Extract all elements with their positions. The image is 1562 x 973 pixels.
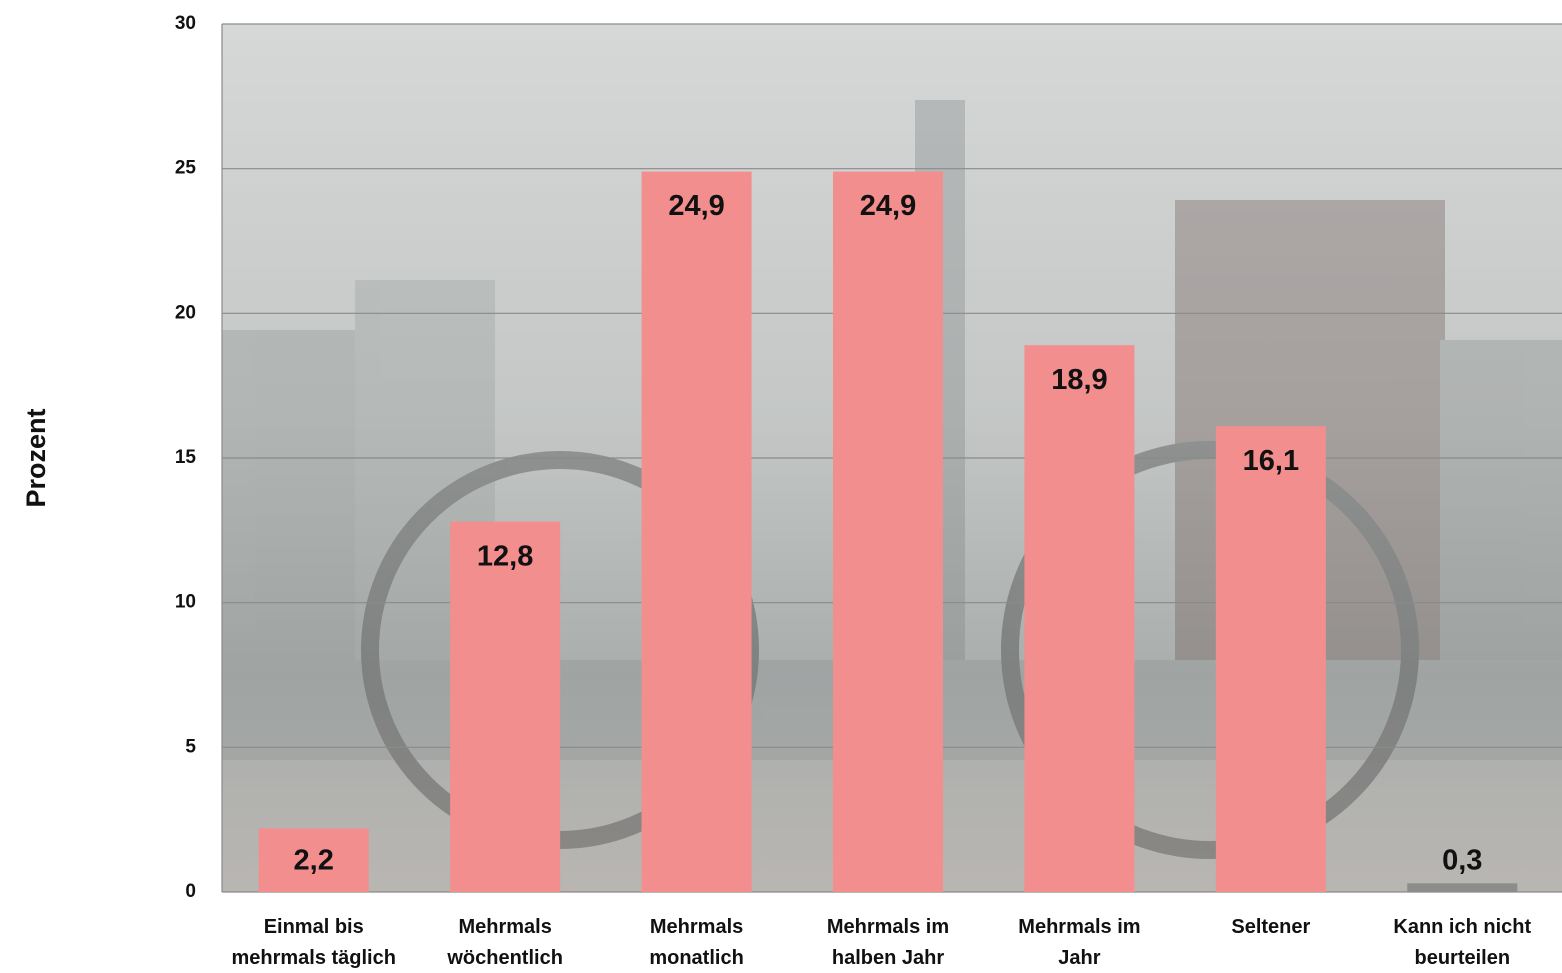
x-tick-label-line: Einmal bis [264, 916, 364, 938]
x-tick-label-line: Mehrmals [650, 916, 743, 938]
y-tick-label: 0 [185, 881, 196, 902]
y-tick-label: 25 [175, 158, 197, 179]
x-tick-label-line: Mehrmals im [827, 916, 949, 938]
value-label: 18,9 [1051, 364, 1107, 396]
x-tick-label-line: Jahr [1058, 947, 1100, 969]
y-tick-label: 30 [175, 13, 196, 34]
x-tick-label: Mehrmals wöchentlich [446, 916, 563, 969]
bar [258, 828, 369, 892]
x-tick-label: Mehrmals im Jahr [1018, 916, 1140, 969]
y-tick-label: 20 [175, 302, 196, 323]
value-label: 0,3 [1442, 845, 1482, 877]
value-label: 16,1 [1243, 445, 1299, 477]
x-tick-label-line: Mehrmals [458, 916, 551, 938]
value-label: 24,9 [860, 190, 916, 222]
y-tick-label: 10 [175, 592, 196, 613]
y-tick-label: 15 [175, 447, 197, 468]
bar [450, 521, 561, 892]
x-tick-label: Einmal bis mehrmals täglich [231, 916, 396, 969]
x-tick-label-line: beurteilen [1414, 947, 1510, 969]
bar [1215, 426, 1326, 892]
x-tick-label: Seltener [1231, 916, 1310, 938]
x-tick-label-line: monatlich [649, 947, 743, 969]
bar [833, 171, 943, 892]
value-label: 12,8 [477, 540, 533, 572]
x-tick-label: Mehrmals monatlich [649, 916, 743, 969]
x-tick-label-line: Mehrmals im [1018, 916, 1140, 938]
x-tick-label-line: Kann ich nicht [1393, 916, 1531, 938]
x-tick-label-line: mehrmals täglich [231, 947, 396, 969]
y-tick-label: 5 [185, 736, 196, 757]
x-tick-label-line: halben Jahr [832, 947, 944, 969]
x-tick-label: Kann ich nicht beurteilen [1393, 916, 1531, 969]
bar [641, 171, 752, 892]
y-axis-title: Prozent [21, 408, 51, 507]
bar [1024, 345, 1135, 892]
value-label: 2,2 [294, 845, 334, 877]
x-tick-label-line: Seltener [1231, 916, 1310, 938]
bar [1407, 883, 1518, 892]
x-tick-label-line: wöchentlich [446, 947, 563, 969]
x-tick-label: Mehrmals im halben Jahr [827, 916, 949, 969]
value-label: 24,9 [668, 190, 724, 222]
